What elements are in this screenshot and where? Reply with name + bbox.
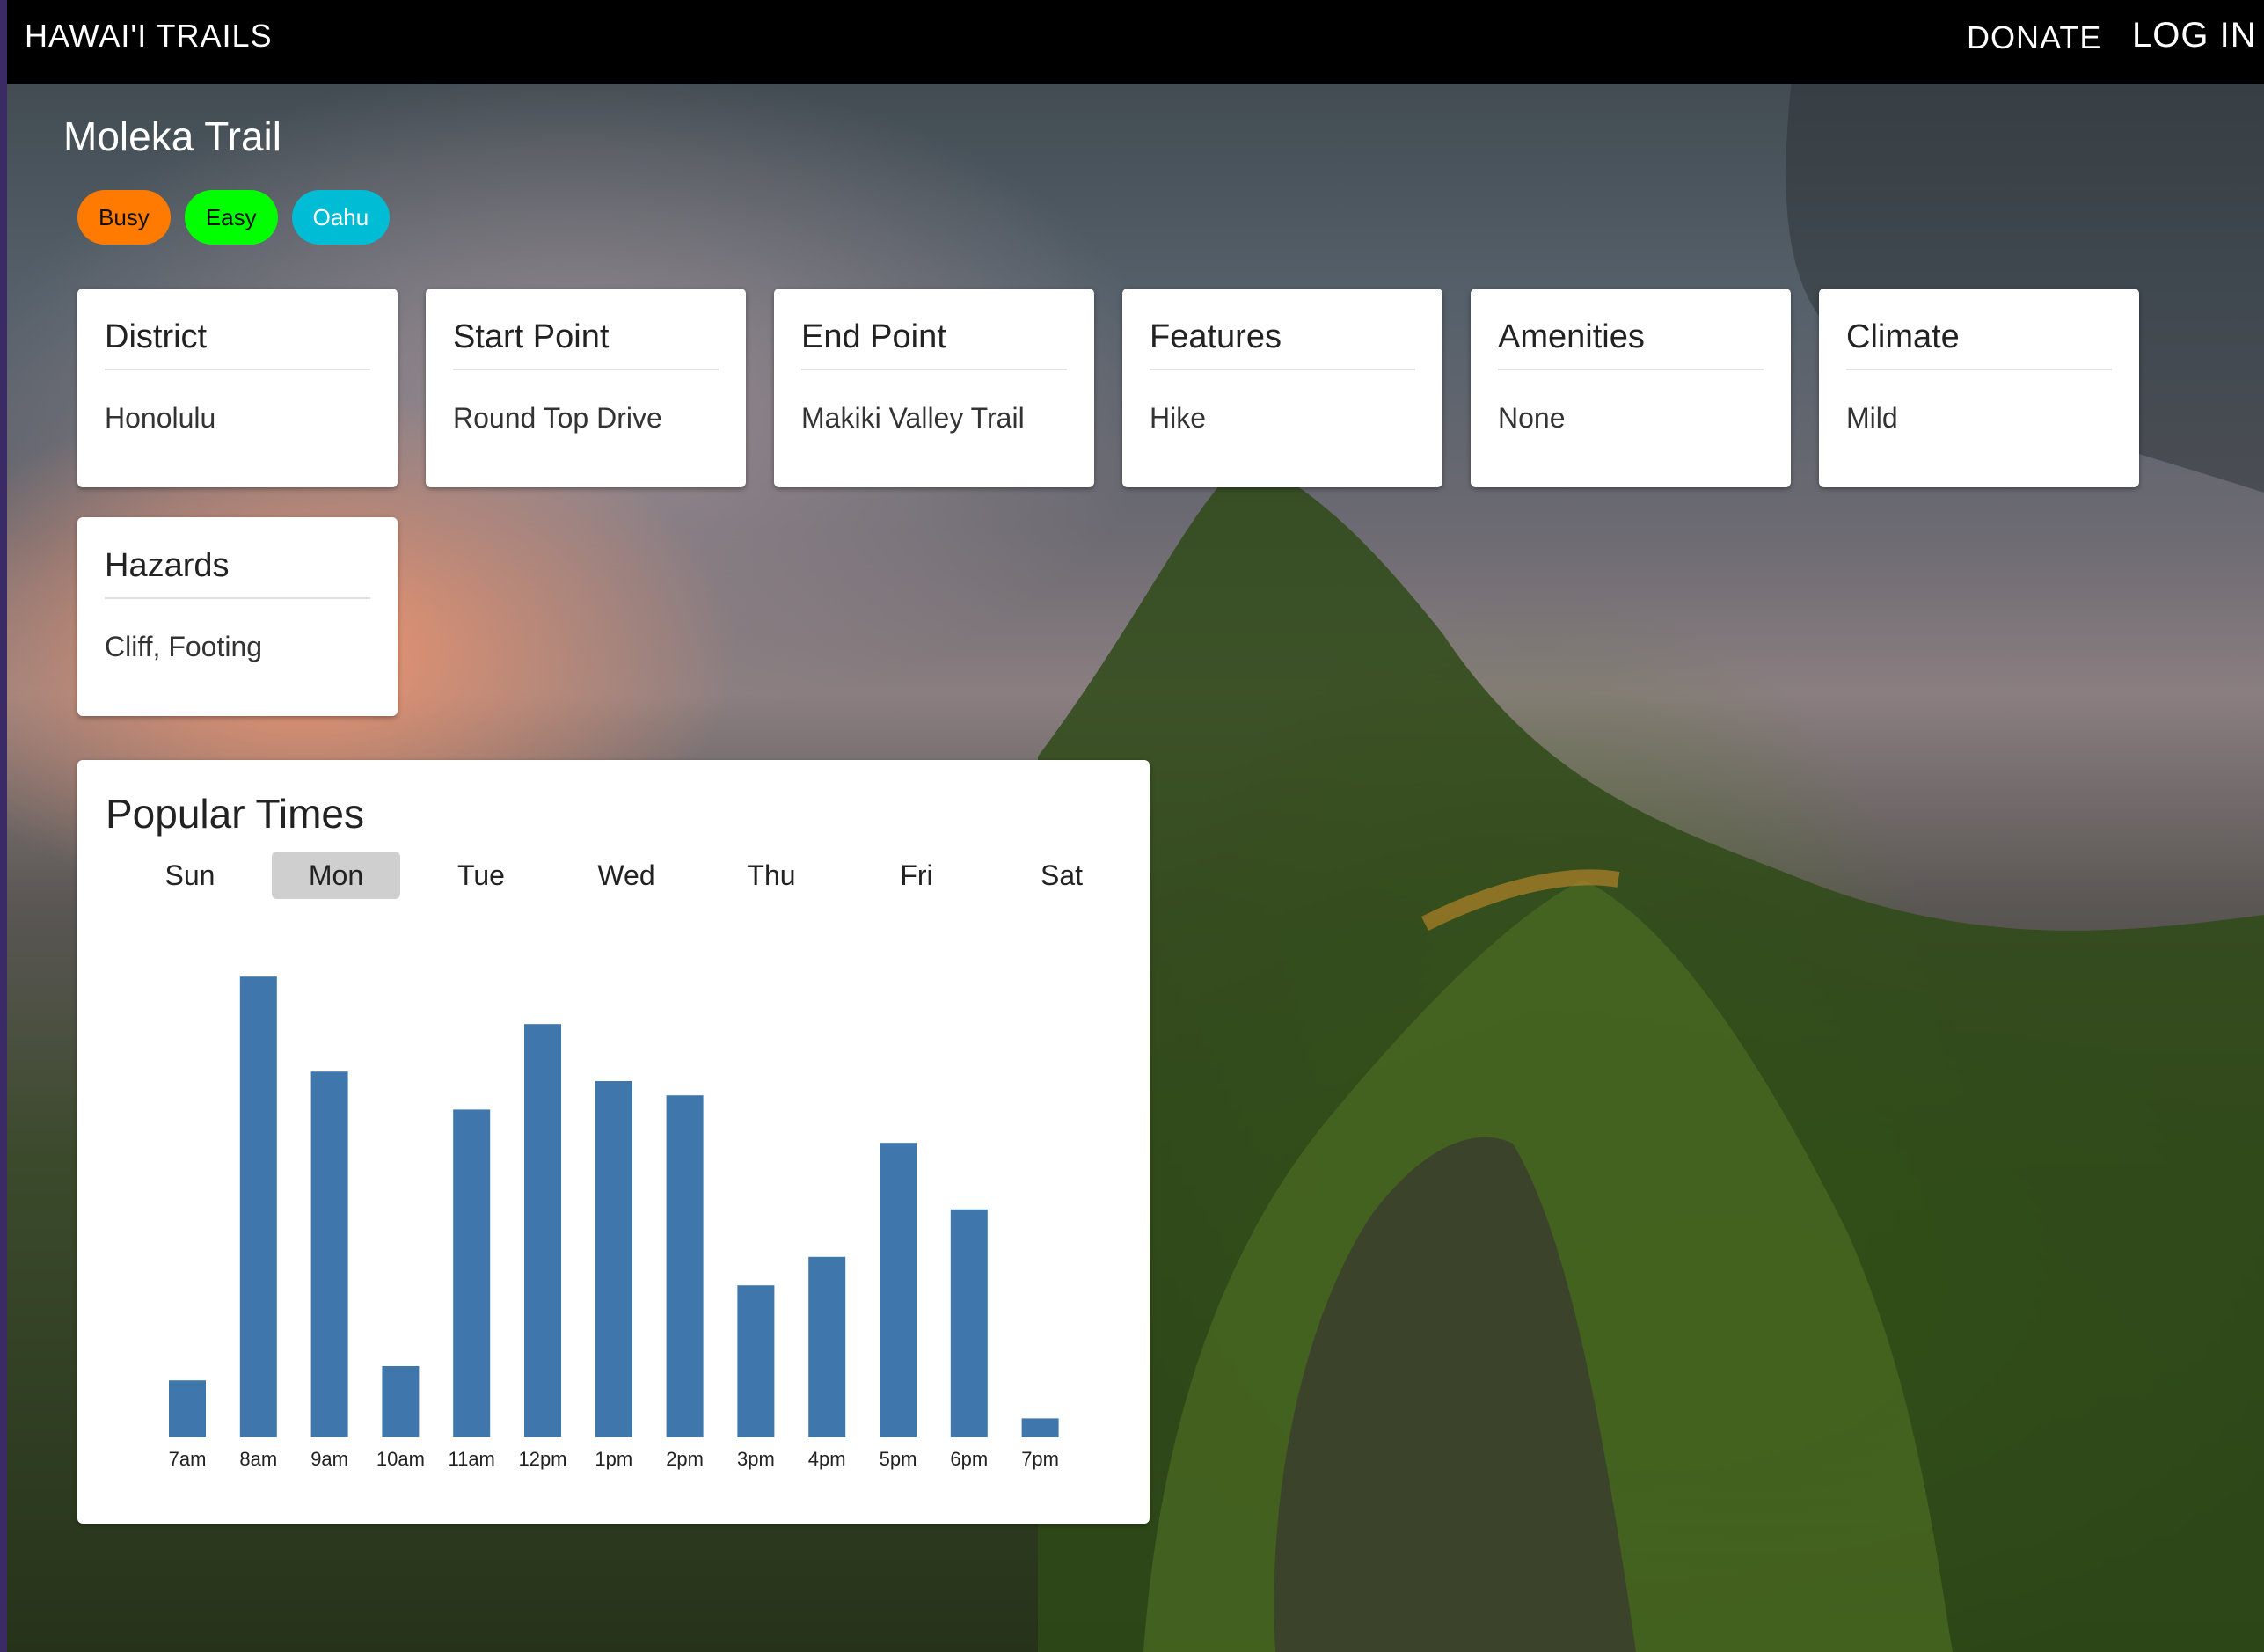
tab-tue[interactable]: Tue <box>457 859 505 891</box>
card-features: Features Hike <box>1122 289 1442 487</box>
trail-title: Moleka Trail <box>63 113 281 159</box>
card-title: End Point <box>801 318 1067 370</box>
card-value: None <box>1498 402 1566 434</box>
card-hazards: Hazards Cliff, Footing <box>77 517 398 716</box>
x-tick-label: 4pm <box>808 1448 846 1470</box>
card-value: Makiki Valley Trail <box>801 402 1025 434</box>
tab-sun[interactable]: Sun <box>164 859 215 891</box>
bar-7pm <box>1021 1418 1059 1437</box>
x-tick-label: 7pm <box>1021 1448 1059 1470</box>
bar-2pm <box>666 1095 704 1437</box>
brand-logo[interactable]: HAWAI'I TRAILS <box>25 18 273 54</box>
navbar: HAWAI'I TRAILS DONATE LOG IN <box>7 0 2264 84</box>
popular-times-title: Popular Times <box>106 791 365 837</box>
bar-11am <box>453 1109 491 1437</box>
day-tabs: Sun Mon Tue Wed Thu Fri Sat <box>77 852 1150 901</box>
x-tick-label: 8am <box>239 1448 277 1470</box>
bar-9am <box>310 1071 348 1437</box>
card-value: Round Top Drive <box>453 402 662 434</box>
card-title: Amenities <box>1498 318 1764 370</box>
card-value: Honolulu <box>105 402 216 434</box>
tag-easy: Easy <box>184 190 278 245</box>
bar-4pm <box>808 1256 846 1437</box>
card-title: Hazards <box>105 547 370 599</box>
bar-3pm <box>737 1285 775 1437</box>
bar-1pm <box>595 1081 632 1437</box>
x-tick-label: 12pm <box>518 1448 566 1470</box>
popular-times-chart: 7am 8am 9am 10am 11am 12pm 1pm 2pm 3pm 4pm 5pm 6pm 7… <box>169 976 1059 1470</box>
card-start-point: Start Point Round Top Drive <box>426 289 746 487</box>
card-district: District Honolulu <box>77 289 398 487</box>
card-value: Mild <box>1846 402 1898 434</box>
x-tick-label: 1pm <box>595 1448 632 1470</box>
card-amenities: Amenities None <box>1471 289 1791 487</box>
bar-6pm <box>950 1209 988 1437</box>
x-tick-label: 6pm <box>950 1448 988 1470</box>
card-value: Cliff, Footing <box>105 631 263 662</box>
x-tick-label: 7am <box>169 1448 207 1470</box>
x-tick-label: 11am <box>448 1448 494 1470</box>
tag-list: Busy Easy Oahu <box>77 190 391 245</box>
card-climate: Climate Mild <box>1819 289 2139 487</box>
bar-8am <box>239 976 277 1437</box>
login-link[interactable]: LOG IN <box>2132 16 2257 55</box>
x-tick-label: 9am <box>310 1448 348 1470</box>
card-title: Climate <box>1846 318 2112 370</box>
x-tick-label: 3pm <box>737 1448 775 1470</box>
donate-link[interactable]: DONATE <box>1967 19 2102 55</box>
tab-mon[interactable]: Mon <box>272 852 400 899</box>
tab-wed[interactable]: Wed <box>597 859 655 891</box>
window-edge <box>0 0 7 1652</box>
bar-12pm <box>524 1024 561 1437</box>
card-value: Hike <box>1150 402 1207 434</box>
tag-oahu: Oahu <box>291 190 391 245</box>
tab-thu[interactable]: Thu <box>747 859 796 891</box>
card-title: Start Point <box>453 318 719 370</box>
x-tick-label: 10am <box>376 1448 425 1470</box>
card-title: Features <box>1150 318 1415 370</box>
bar-10am <box>382 1366 420 1437</box>
bar-5pm <box>880 1143 917 1437</box>
card-end-point: End Point Makiki Valley Trail <box>774 289 1094 487</box>
card-title: District <box>105 318 370 370</box>
x-tick-label: 5pm <box>880 1448 917 1470</box>
tag-busy: Busy <box>77 190 171 245</box>
popular-times-panel: Popular Times Sun Mon Tue Wed Thu Fri Sa… <box>77 760 1150 1524</box>
tab-fri[interactable]: Fri <box>900 859 933 891</box>
x-tick-label: 2pm <box>666 1448 704 1470</box>
bar-7am <box>169 1380 206 1437</box>
tab-sat[interactable]: Sat <box>1040 859 1084 891</box>
